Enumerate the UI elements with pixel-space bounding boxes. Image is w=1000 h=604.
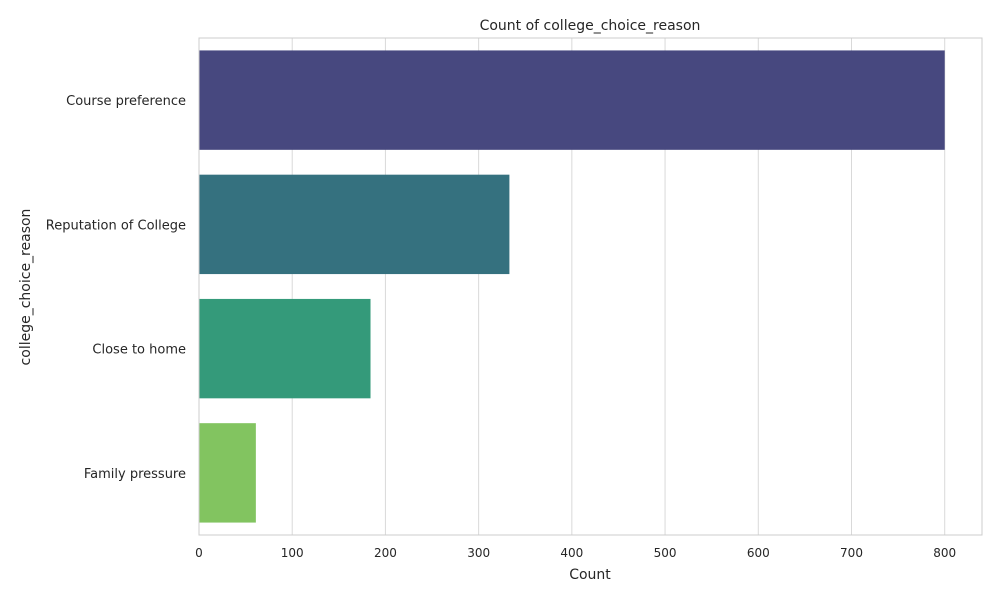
x-tick-label: 100 <box>281 546 304 560</box>
bar-reputation-of-college <box>199 174 510 275</box>
ticks: 0 100 200 300 400 500 600 700 800 Course preferen… <box>46 94 956 560</box>
x-tick-label: 700 <box>840 546 863 560</box>
x-tick-label: 300 <box>467 546 490 560</box>
plot-frame <box>198 37 983 536</box>
y-axis-label: college_choice_reason <box>18 209 34 366</box>
y-tick-label: Family pressure <box>84 467 186 482</box>
y-tick-label: Reputation of College <box>46 218 186 233</box>
bar-course-preference <box>199 50 945 150</box>
x-tick-label: 200 <box>374 546 397 560</box>
x-tick-label: 800 <box>933 546 956 560</box>
x-tick-label: 500 <box>654 546 677 560</box>
bars <box>199 50 945 523</box>
y-tick-label: Course preference <box>66 94 186 109</box>
bar-family-pressure <box>199 423 256 523</box>
bar-close-to-home <box>199 298 371 399</box>
x-tick-label: 400 <box>560 546 583 560</box>
x-axis-label: Count <box>569 567 611 583</box>
x-tick-label: 0 <box>195 546 203 560</box>
x-tick-label: 600 <box>747 546 770 560</box>
chart-title: Count of college_choice_reason <box>480 18 701 34</box>
y-tick-label: Close to home <box>92 343 186 358</box>
